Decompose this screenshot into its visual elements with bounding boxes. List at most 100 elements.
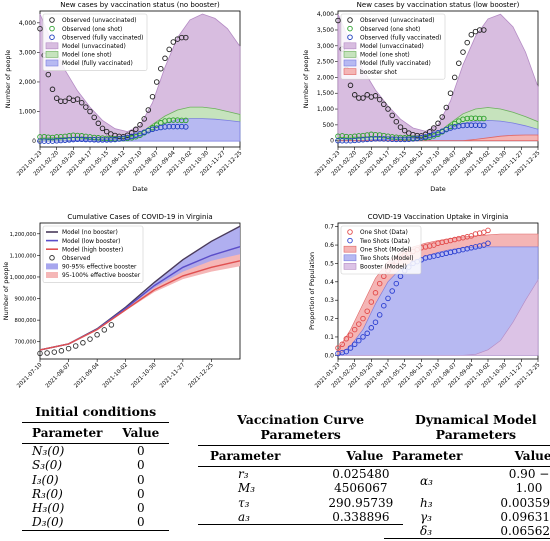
legend-box xyxy=(42,225,144,283)
observed-fully-vaccinated-point xyxy=(351,137,358,144)
x-axis-label: Date xyxy=(132,185,148,193)
observed-unvaccinated-point xyxy=(149,93,156,100)
two-shots-data-point xyxy=(385,295,391,302)
legend-entry: booster shot xyxy=(360,70,398,76)
two-shots-data-point xyxy=(368,325,375,331)
table-row: δ₃0.065626 xyxy=(384,524,550,540)
observed-fully-vaccinated-point xyxy=(183,124,189,130)
chart-new-cases-no-booster: New cases by vaccination status (no boos… xyxy=(4,1,244,193)
observed-cumulative-point xyxy=(51,349,58,355)
observed-unvaccinated-point xyxy=(91,114,97,121)
observed-unvaccinated-point xyxy=(103,128,110,135)
y-tick-label: 1,000 xyxy=(317,106,334,113)
legend-entry: Model (one shot) xyxy=(62,53,112,59)
chart-title: COVID-19 Vaccination Uptake in Virginia xyxy=(368,213,509,221)
y-tick-label: 1,000 xyxy=(19,109,36,116)
legend-entry: Model (fully vaccinated) xyxy=(360,61,431,67)
legend-entry: Model (fully vaccinated) xyxy=(62,61,133,67)
table-cell: 0.338896 xyxy=(318,509,404,526)
table-header: Parameter xyxy=(384,445,491,467)
two-shots-data-point xyxy=(356,337,362,344)
y-axis-label: Number of people xyxy=(302,50,310,109)
table-cell: 0 xyxy=(112,515,170,531)
observed-unvaccinated-point xyxy=(393,118,400,125)
table-cell: M₃ xyxy=(238,481,256,496)
legend-entry: Booster (Model) xyxy=(360,265,407,271)
y-tick-label: 1,500 xyxy=(317,90,334,97)
two-shots-data-point xyxy=(372,319,379,325)
legend-entry: 90-95% effective booster xyxy=(62,265,137,271)
observed-unvaccinated-point xyxy=(137,122,143,128)
observed-unvaccinated-point xyxy=(347,82,354,89)
observed-unvaccinated-point xyxy=(49,86,56,93)
x-tick-label: 2021-10-30 xyxy=(130,362,158,390)
band-90-95-effective xyxy=(40,226,240,350)
legend-marker xyxy=(343,42,357,50)
observed-cumulative-point xyxy=(58,348,65,354)
one-shot-data-point xyxy=(485,227,491,234)
observed-one-shot-point xyxy=(464,115,470,122)
observed-one-shot-point xyxy=(166,117,172,124)
legend-marker xyxy=(45,42,59,50)
table-cell: δ₃ xyxy=(384,524,491,540)
observed-fully-vaccinated-point xyxy=(78,136,85,143)
legend-entry: Model (unvaccinated) xyxy=(62,44,126,50)
one-shot-data-point xyxy=(376,280,383,287)
table-row: a₃ 0.338896 xyxy=(198,509,404,526)
observed-unvaccinated-point xyxy=(476,27,483,33)
table-row: N₃(0) 0 xyxy=(22,444,169,459)
observed-fully-vaccinated-point xyxy=(41,138,47,144)
legend-marker xyxy=(347,34,353,40)
legend-entry: Observed xyxy=(62,256,91,262)
table-row: D₃(0) 0 xyxy=(22,515,170,531)
table-cell: 0 xyxy=(137,444,145,458)
observed-unvaccinated-point xyxy=(460,49,466,55)
table-caption: Vaccination Curve xyxy=(237,412,365,427)
y-axis-label: Proportion of Population xyxy=(308,252,316,330)
legend-marker xyxy=(49,17,55,23)
observed-unvaccinated-point xyxy=(426,129,433,135)
legend-marker xyxy=(343,263,357,270)
observed-cumulative-point xyxy=(87,336,93,342)
observed-cumulative-point xyxy=(37,350,43,357)
table-cell: 0.90 − 1.00 xyxy=(508,467,550,496)
legend-marker xyxy=(46,272,58,278)
y-tick-label: 700,000 xyxy=(15,340,36,346)
observed-unvaccinated-point xyxy=(389,112,395,119)
table-cell: 0 xyxy=(137,501,145,516)
legend-entry: One Shot (Model) xyxy=(360,247,411,253)
observed-unvaccinated-point xyxy=(87,108,93,115)
two-shots-data-point xyxy=(381,302,387,309)
vaccination-curve-table: Vaccination Curve Parameters Parameter V… xyxy=(198,412,404,526)
observed-fully-vaccinated-point xyxy=(91,137,97,143)
observed-one-shot-point xyxy=(481,115,487,122)
one-shot-data-point xyxy=(372,290,379,296)
table-row: S₃(0) 0 xyxy=(22,458,169,472)
observed-unvaccinated-point xyxy=(166,46,172,53)
observed-fully-vaccinated-point xyxy=(103,137,110,143)
table-row: γ₃ 0.096318 xyxy=(384,510,550,524)
table-header: Value xyxy=(490,445,550,467)
legend-entry: Two Shots (Data) xyxy=(359,239,410,245)
y-tick-label: 0.4 xyxy=(324,279,334,286)
observed-fully-vaccinated-point xyxy=(339,137,345,144)
observed-unvaccinated-point xyxy=(468,31,475,38)
legend-entry: Two Shots (Model) xyxy=(359,256,414,262)
one-shot-data-point xyxy=(339,341,345,348)
two-shots-data-point xyxy=(376,312,383,318)
y-tick-label: 2,000 xyxy=(317,74,334,81)
table-cell: 290.95739 xyxy=(328,495,394,510)
table-header: Value xyxy=(112,422,170,444)
legend-box xyxy=(42,13,148,71)
y-tick-label: 500 xyxy=(323,122,335,129)
one-shot-data-point xyxy=(360,315,366,322)
legend-entry: Observed (unvaccinated) xyxy=(62,18,137,24)
legend-entry: Observed (fully vaccinated) xyxy=(62,35,143,41)
y-tick-label: 3,000 xyxy=(317,43,334,50)
y-tick-label: 0 xyxy=(330,138,334,145)
table-caption: Dynamical Model xyxy=(414,412,537,427)
observed-one-shot-point xyxy=(91,134,97,141)
observed-unvaccinated-point xyxy=(62,98,68,104)
two-shots-data-point xyxy=(351,341,358,348)
observed-unvaccinated-point xyxy=(53,95,60,101)
